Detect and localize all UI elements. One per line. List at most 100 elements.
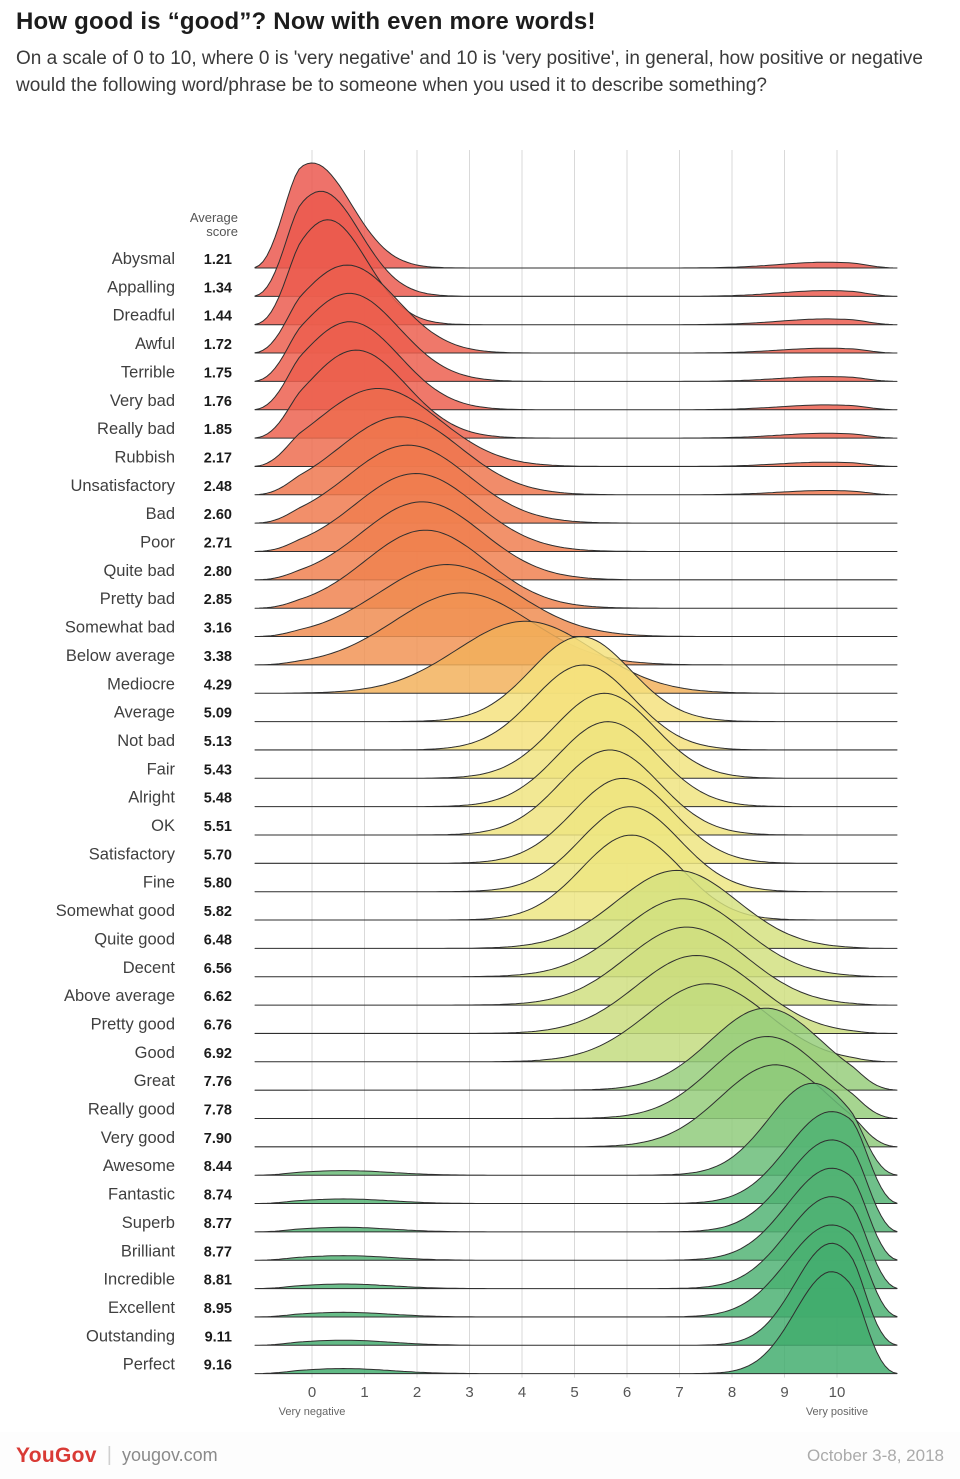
row-label-3: Awful <box>135 335 175 353</box>
row-labels: Abysmal 1.21 Appalling 1.34 Dreadful 1.44 Awfu… <box>56 250 232 1374</box>
chart-header: How good is “good”? Now with even more w… <box>16 8 944 100</box>
row-score-11: 2.80 <box>204 564 232 580</box>
row-score-9: 2.60 <box>204 507 232 523</box>
row-score-16: 5.09 <box>204 706 232 722</box>
row-score-8: 2.48 <box>204 479 232 495</box>
density-curve-very-bad <box>254 321 898 411</box>
average-score-column-header: Average score <box>189 210 238 240</box>
density-curve-fine <box>254 806 898 893</box>
row-score-7: 2.17 <box>204 450 232 466</box>
row-score-30: 7.78 <box>204 1103 232 1119</box>
row-label-1: Appalling <box>107 278 175 296</box>
row-label-34: Superb <box>122 1214 175 1232</box>
yougov-logo: YouGov <box>16 1443 97 1467</box>
row-score-3: 1.72 <box>204 337 232 353</box>
x-tick-3: 3 <box>465 1384 473 1401</box>
x-tick-1: 1 <box>360 1384 368 1401</box>
density-curve-satisfactory <box>254 777 898 864</box>
row-label-11: Quite bad <box>103 562 175 580</box>
row-score-15: 4.29 <box>204 677 232 693</box>
chart-subtitle: On a scale of 0 to 10, where 0 is 'very … <box>16 48 923 96</box>
x-tick-10: 10 <box>829 1384 846 1401</box>
row-label-27: Pretty good <box>91 1015 175 1033</box>
footer-date: October 3-8, 2018 <box>806 1445 944 1465</box>
row-label-6: Really bad <box>97 420 175 438</box>
row-score-35: 8.77 <box>204 1244 232 1260</box>
row-score-4: 1.75 <box>204 365 232 381</box>
x-tick-4: 4 <box>518 1384 526 1401</box>
footer-divider: | <box>106 1444 112 1466</box>
row-score-32: 8.44 <box>204 1159 232 1175</box>
row-label-13: Somewhat bad <box>65 619 175 637</box>
row-label-10: Poor <box>140 534 175 552</box>
row-score-31: 7.90 <box>204 1131 232 1147</box>
row-score-34: 8.77 <box>204 1216 232 1232</box>
row-score-1: 1.34 <box>204 280 232 296</box>
row-label-7: Rubbish <box>114 448 175 466</box>
row-score-20: 5.51 <box>204 819 232 835</box>
row-label-26: Above average <box>64 987 175 1005</box>
row-label-21: Satisfactory <box>89 845 176 863</box>
row-label-16: Average <box>114 704 175 722</box>
x-tick-6: 6 <box>623 1384 631 1401</box>
x-axis: 0 1 2 3 4 5 6 7 8 9 10 Very negative Very positive <box>279 1384 869 1418</box>
row-score-18: 5.43 <box>204 762 232 778</box>
x-axis-max-label: Very positive <box>806 1406 868 1418</box>
row-score-24: 6.48 <box>204 932 232 948</box>
density-curves <box>254 162 898 1375</box>
row-score-23: 5.82 <box>204 904 232 920</box>
row-label-0: Abysmal <box>112 250 175 268</box>
density-curve-very-good <box>254 1064 898 1148</box>
row-label-32: Awesome <box>103 1157 175 1175</box>
row-score-6: 1.85 <box>204 422 232 438</box>
row-label-24: Quite good <box>94 930 175 948</box>
row-label-22: Fine <box>143 874 175 892</box>
row-label-19: Alright <box>128 789 175 807</box>
row-label-31: Very good <box>101 1129 175 1147</box>
row-label-20: OK <box>151 817 175 835</box>
density-curve-terrible <box>254 292 898 382</box>
density-curve-ok <box>254 749 898 836</box>
row-score-0: 1.21 <box>204 252 232 268</box>
row-score-38: 9.11 <box>205 1329 232 1345</box>
footer-bar: YouGov | yougov.com October 3-8, 2018 <box>0 1432 960 1479</box>
row-label-30: Really good <box>88 1101 175 1119</box>
row-score-26: 6.62 <box>204 989 232 1005</box>
row-score-37: 8.95 <box>204 1301 232 1317</box>
density-curve-fair <box>254 692 898 779</box>
row-score-10: 2.71 <box>204 536 232 552</box>
row-label-35: Brilliant <box>121 1242 176 1260</box>
row-label-9: Bad <box>146 505 175 523</box>
row-label-14: Below average <box>66 647 175 665</box>
density-curve-perfect <box>254 1271 898 1375</box>
density-curve-somewhat-good <box>254 834 898 921</box>
x-tick-0: 0 <box>308 1384 316 1401</box>
row-score-17: 5.13 <box>204 734 232 750</box>
row-label-33: Fantastic <box>108 1186 175 1204</box>
footer-site-link[interactable]: yougov.com <box>121 1445 218 1465</box>
row-score-27: 6.76 <box>204 1017 232 1033</box>
x-tick-8: 8 <box>728 1384 736 1401</box>
density-curve-awful <box>254 264 898 354</box>
row-score-14: 3.38 <box>204 649 232 665</box>
row-score-28: 6.92 <box>204 1046 232 1062</box>
row-label-8: Unsatisfactory <box>70 477 175 495</box>
row-score-2: 1.44 <box>204 309 232 325</box>
row-score-29: 7.76 <box>204 1074 232 1090</box>
row-label-15: Mediocre <box>107 675 175 693</box>
row-score-19: 5.48 <box>204 791 232 807</box>
x-tick-5: 5 <box>570 1384 578 1401</box>
row-label-17: Not bad <box>117 732 175 750</box>
row-score-22: 5.80 <box>204 876 232 892</box>
row-score-21: 5.70 <box>204 847 232 863</box>
row-label-5: Very bad <box>110 392 175 410</box>
x-axis-min-label: Very negative <box>279 1406 346 1418</box>
row-label-38: Outstanding <box>86 1327 175 1345</box>
x-tick-7: 7 <box>675 1384 683 1401</box>
row-label-39: Perfect <box>123 1356 176 1374</box>
row-label-36: Incredible <box>103 1271 175 1289</box>
density-curve-alright <box>254 721 898 808</box>
row-score-39: 9.16 <box>204 1358 232 1374</box>
row-label-2: Dreadful <box>113 307 175 325</box>
